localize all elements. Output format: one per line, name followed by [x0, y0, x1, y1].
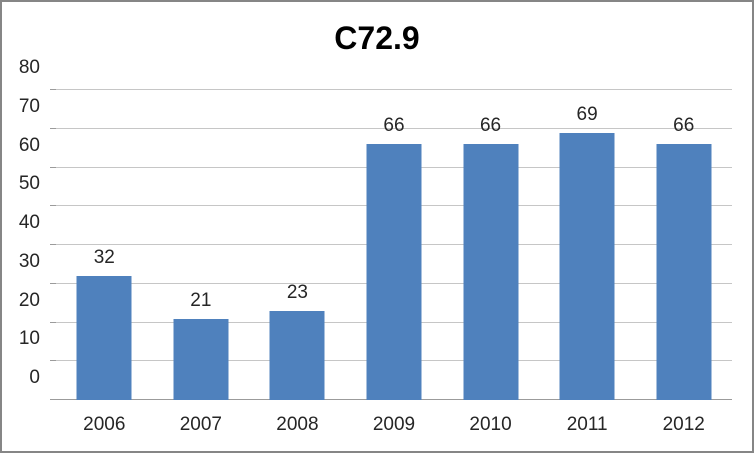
bar-value-label: 21 — [190, 289, 212, 311]
y-axis-tick — [50, 360, 56, 362]
bar-slot-2010: 66 2010 — [442, 90, 539, 435]
y-tick-label: 10 — [18, 328, 40, 350]
x-tick-label: 2006 — [83, 414, 126, 435]
bar-value-label: 66 — [673, 115, 695, 137]
gridline — [56, 127, 732, 129]
bar-2012 — [656, 144, 712, 400]
y-axis-tick — [50, 244, 56, 245]
y-tick-label: 60 — [18, 134, 40, 156]
y-tick-label: 0 — [29, 367, 40, 388]
bar-2008 — [269, 310, 325, 400]
x-tick-label: 2011 — [566, 414, 608, 435]
bar-value-label: 66 — [479, 115, 502, 137]
y-axis: 0 10 20 30 40 50 60 70 80 — [2, 57, 40, 400]
bar-slot-2012: 66 2012 — [635, 90, 732, 435]
y-tick-label: 50 — [18, 173, 40, 195]
bar-2010 — [463, 144, 519, 400]
bar-value-label: 66 — [383, 115, 405, 137]
y-axis-tick — [50, 282, 56, 284]
y-axis-tick — [50, 399, 56, 400]
x-tick-label: 2010 — [469, 414, 512, 435]
bar-2007 — [173, 318, 229, 400]
x-tick-label: 2008 — [276, 414, 319, 435]
y-axis-tick — [50, 89, 56, 90]
bar-2011 — [559, 132, 615, 400]
bar-slot-2006: 32 2006 — [56, 90, 153, 435]
bar-slot-2011: 69 2011 — [539, 90, 636, 435]
bar-2009 — [366, 144, 422, 400]
y-axis-tick — [50, 205, 56, 207]
bar-slot-2009: 66 2009 — [346, 90, 443, 435]
y-tick-label: 40 — [18, 212, 40, 233]
x-tick-label: 2007 — [179, 414, 222, 435]
bar-value-label: 69 — [576, 103, 598, 125]
bar-value-label: 32 — [93, 247, 115, 268]
bar-2006 — [76, 276, 132, 400]
chart-title: C72.9 — [334, 20, 420, 56]
y-axis-tick — [50, 321, 56, 323]
gridline — [56, 89, 732, 90]
x-tick-label: 2009 — [372, 414, 416, 435]
y-tick-label: 20 — [18, 289, 40, 311]
x-tick-label: 2012 — [662, 414, 705, 435]
y-tick-label: 80 — [18, 57, 40, 78]
plot-area: 32 2006 21 2007 23 2008 66 2009 66 2010 69 2011 66 20… — [50, 89, 732, 435]
y-axis-tick — [50, 166, 56, 168]
bar-slot-2007: 21 2007 — [153, 90, 250, 435]
y-axis-tick — [50, 127, 56, 129]
y-tick-label: 30 — [18, 250, 40, 272]
bar-value-label: 23 — [286, 281, 308, 303]
y-tick-label: 70 — [18, 95, 40, 117]
bar-slot-2008: 23 2008 — [249, 90, 346, 435]
